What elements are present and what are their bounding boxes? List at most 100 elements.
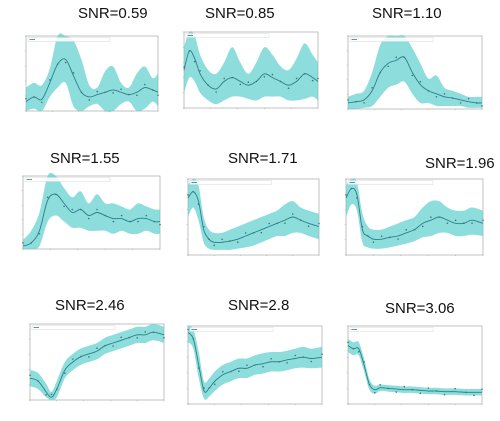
data-point: [246, 364, 248, 367]
data-point: [72, 358, 74, 360]
data-point: [45, 394, 47, 396]
mean-line: [187, 191, 320, 244]
data-point: [238, 370, 240, 373]
data-point: [302, 356, 305, 358]
legend-box: [185, 33, 270, 38]
data-point: [193, 60, 196, 63]
data-point: [379, 71, 381, 74]
data-point: [71, 208, 74, 211]
data-point: [183, 66, 185, 68]
data-point: [255, 80, 258, 83]
data-point: [307, 225, 310, 228]
data-point: [30, 242, 33, 244]
data-point: [104, 214, 106, 217]
data-point: [37, 380, 39, 382]
data-point: [427, 387, 430, 389]
confidence-band: [348, 339, 482, 396]
data-point: [395, 391, 398, 393]
data-point: [387, 65, 389, 68]
data-point: [223, 77, 225, 80]
data-point: [215, 91, 217, 93]
data-point: [379, 383, 381, 386]
data-point: [295, 77, 298, 80]
data-point: [260, 231, 263, 234]
data-point: [443, 393, 446, 396]
data-point: [471, 222, 473, 224]
data-point: [197, 367, 200, 369]
data-point: [136, 337, 138, 339]
confidence-band: [188, 179, 319, 251]
data-point: [345, 194, 347, 196]
data-point: [279, 80, 282, 83]
data-point: [355, 100, 357, 103]
chart-title: SNR=0.59: [78, 5, 148, 22]
data-point: [112, 92, 114, 94]
mean-line: [22, 193, 161, 247]
data-point: [465, 391, 467, 394]
mean-line: [183, 50, 319, 90]
data-point: [236, 241, 239, 243]
data-point: [276, 222, 278, 225]
data-point: [481, 388, 483, 391]
data-point: [157, 94, 159, 97]
data-point: [239, 83, 242, 86]
data-point: [188, 50, 191, 52]
data-point: [41, 101, 43, 104]
data-point: [405, 229, 408, 231]
data-point: [145, 214, 148, 217]
data-point: [268, 222, 271, 225]
chart-plot: [182, 31, 319, 110]
data-point: [230, 370, 232, 373]
data-point: [254, 364, 256, 366]
data-point: [80, 355, 82, 358]
data-point: [192, 338, 195, 340]
confidence-band: [26, 33, 158, 112]
data-point: [214, 383, 216, 386]
data-point: [64, 61, 67, 64]
data-point: [270, 357, 272, 360]
data-point: [318, 222, 320, 225]
data-point: [294, 354, 296, 357]
data-point: [56, 388, 58, 390]
data-point: [203, 387, 205, 389]
data-point: [395, 56, 398, 59]
data-point: [347, 99, 349, 101]
data-point: [303, 73, 306, 75]
chart-plot: [186, 178, 320, 257]
data-point: [208, 386, 211, 389]
data-point: [46, 196, 49, 199]
data-point: [137, 220, 139, 223]
mean-line: [347, 345, 482, 393]
data-point: [278, 360, 280, 363]
data-point: [380, 235, 383, 237]
data-point: [350, 187, 353, 190]
data-point: [192, 190, 195, 193]
data-point: [459, 102, 462, 104]
data-point: [367, 235, 369, 237]
data-point: [371, 86, 373, 89]
mean-line: [345, 187, 484, 240]
data-point: [427, 89, 430, 92]
chart-plot: [186, 325, 323, 406]
data-point: [310, 360, 313, 363]
data-point: [287, 87, 290, 89]
data-point: [252, 232, 255, 234]
data-point: [144, 83, 146, 86]
data-point: [475, 102, 478, 104]
data-point: [120, 214, 123, 217]
data-point: [231, 76, 234, 79]
data-point: [87, 217, 90, 220]
data-point: [163, 337, 165, 339]
confidence-band: [188, 326, 322, 400]
data-point: [435, 390, 438, 392]
legend-box: [27, 37, 111, 42]
data-point: [207, 84, 209, 86]
mean-line: [29, 331, 165, 398]
confidence-band: [346, 178, 483, 249]
data-point: [63, 205, 65, 208]
data-point: [271, 73, 274, 76]
data-point: [374, 391, 376, 394]
data-point: [152, 331, 155, 333]
chart-title: SNR=2.8: [228, 297, 290, 314]
data-point: [411, 74, 414, 77]
